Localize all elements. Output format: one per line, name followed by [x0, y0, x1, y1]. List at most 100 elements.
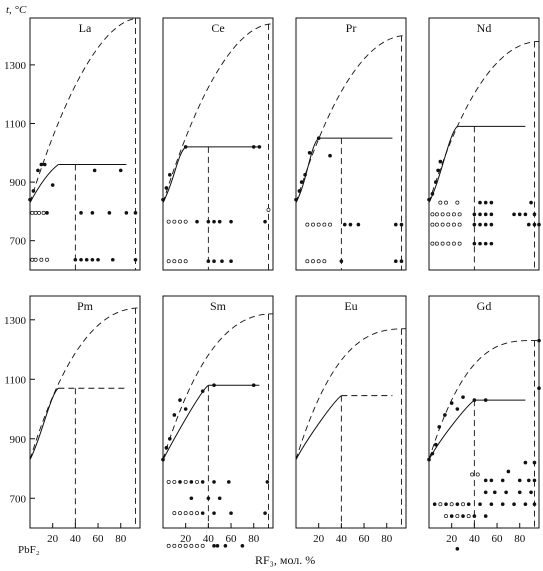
data-point-filled — [212, 544, 216, 548]
data-point-open — [322, 259, 327, 264]
data-point-open — [455, 200, 460, 205]
data-point-filled — [393, 259, 398, 264]
data-point-open — [438, 502, 443, 507]
data-point-filled — [45, 211, 49, 215]
data-point-open — [449, 502, 454, 507]
data-point-open — [440, 212, 445, 217]
liquidus-line — [29, 17, 141, 203]
data-point-open — [183, 511, 188, 516]
data-point-open — [195, 479, 199, 484]
data-point-filled — [500, 502, 505, 507]
panel-title: Sm — [210, 299, 227, 313]
data-point-filled — [223, 544, 228, 548]
data-point-filled — [432, 502, 437, 507]
data-point-filled — [164, 445, 169, 450]
data-point-filled — [478, 241, 482, 246]
data-point-open — [178, 543, 182, 548]
panel-eu: Eu — [295, 295, 407, 529]
data-point-filled — [263, 219, 267, 224]
liquidus-line — [162, 313, 274, 460]
data-point-filled — [430, 451, 435, 456]
data-point-filled — [342, 222, 347, 227]
data-point-filled — [532, 222, 537, 227]
data-point-filled — [461, 514, 465, 518]
data-point-filled — [434, 442, 438, 447]
data-point-filled — [189, 496, 194, 501]
data-point-filled — [73, 257, 78, 262]
panel-sm: Sm — [161, 295, 274, 548]
data-point-filled — [466, 502, 471, 507]
data-point-filled — [316, 136, 321, 140]
data-point-filled — [297, 189, 302, 193]
data-point-filled — [118, 168, 123, 173]
panel-frame — [295, 17, 407, 271]
data-point-filled — [240, 544, 245, 548]
data-point-open — [166, 479, 171, 484]
y-tick-label: 1300 — [4, 60, 27, 72]
x-tick-label: 60 — [492, 533, 504, 545]
data-point-filled — [537, 386, 541, 391]
data-point-filled — [263, 511, 267, 515]
panel-title: Gd — [477, 299, 492, 313]
data-point-filled — [492, 490, 497, 495]
data-point-open — [466, 514, 471, 519]
data-point-filled — [399, 222, 404, 227]
data-point-open — [434, 241, 439, 246]
data-point-open — [200, 543, 205, 548]
data-point-filled — [427, 457, 431, 462]
panel-frame — [29, 17, 141, 271]
data-point-open — [195, 543, 199, 548]
data-point-filled — [79, 211, 83, 215]
data-point-filled — [393, 222, 398, 227]
data-point-open — [172, 511, 177, 516]
x-tick-label: 80 — [248, 533, 260, 545]
solidus-line — [428, 126, 458, 203]
data-point-filled — [39, 162, 44, 167]
x-tick-label: 20 — [180, 533, 192, 545]
y-axis-label: t, °C — [6, 4, 27, 16]
data-point-filled — [489, 212, 494, 217]
data-point-open — [446, 222, 451, 227]
data-point-filled — [517, 490, 522, 495]
data-point-open — [172, 543, 177, 548]
data-point-open — [316, 259, 321, 264]
data-point-open — [189, 543, 194, 548]
data-point-open — [451, 241, 456, 246]
data-point-filled — [537, 222, 541, 227]
data-point-filled — [294, 197, 298, 202]
x-tick-label: 20 — [313, 533, 325, 545]
data-point-filled — [427, 197, 431, 202]
data-point-filled — [229, 511, 233, 515]
panel-pm: Pm — [29, 295, 141, 529]
data-point-filled — [183, 407, 188, 411]
data-point-filled — [212, 383, 216, 388]
data-point-filled — [483, 200, 488, 205]
data-point-filled — [212, 480, 216, 484]
data-point-open — [305, 259, 310, 264]
x-tick-label: 60 — [226, 533, 238, 545]
data-point-filled — [483, 398, 488, 402]
data-point-open — [457, 212, 462, 217]
data-point-open — [440, 222, 445, 227]
data-point-filled — [229, 219, 233, 224]
data-point-open — [178, 219, 182, 224]
panel-frame — [162, 295, 274, 529]
data-point-filled — [31, 189, 36, 193]
data-point-open — [172, 259, 177, 264]
solidus-line — [29, 164, 59, 203]
x-tick-label: 80 — [115, 533, 127, 545]
data-point-filled — [430, 192, 435, 196]
data-point-open — [166, 543, 171, 548]
data-point-filled — [517, 212, 522, 217]
data-point-open — [461, 502, 465, 507]
x-tick-label: 40 — [336, 533, 348, 545]
data-point-filled — [489, 478, 494, 483]
data-point-filled — [523, 502, 528, 507]
solidus-line — [162, 146, 187, 203]
x-tick-label: 20 — [446, 533, 458, 545]
data-point-open — [166, 259, 171, 264]
data-point-filled — [472, 514, 477, 518]
data-point-filled — [444, 502, 448, 507]
data-point-filled — [189, 480, 194, 484]
